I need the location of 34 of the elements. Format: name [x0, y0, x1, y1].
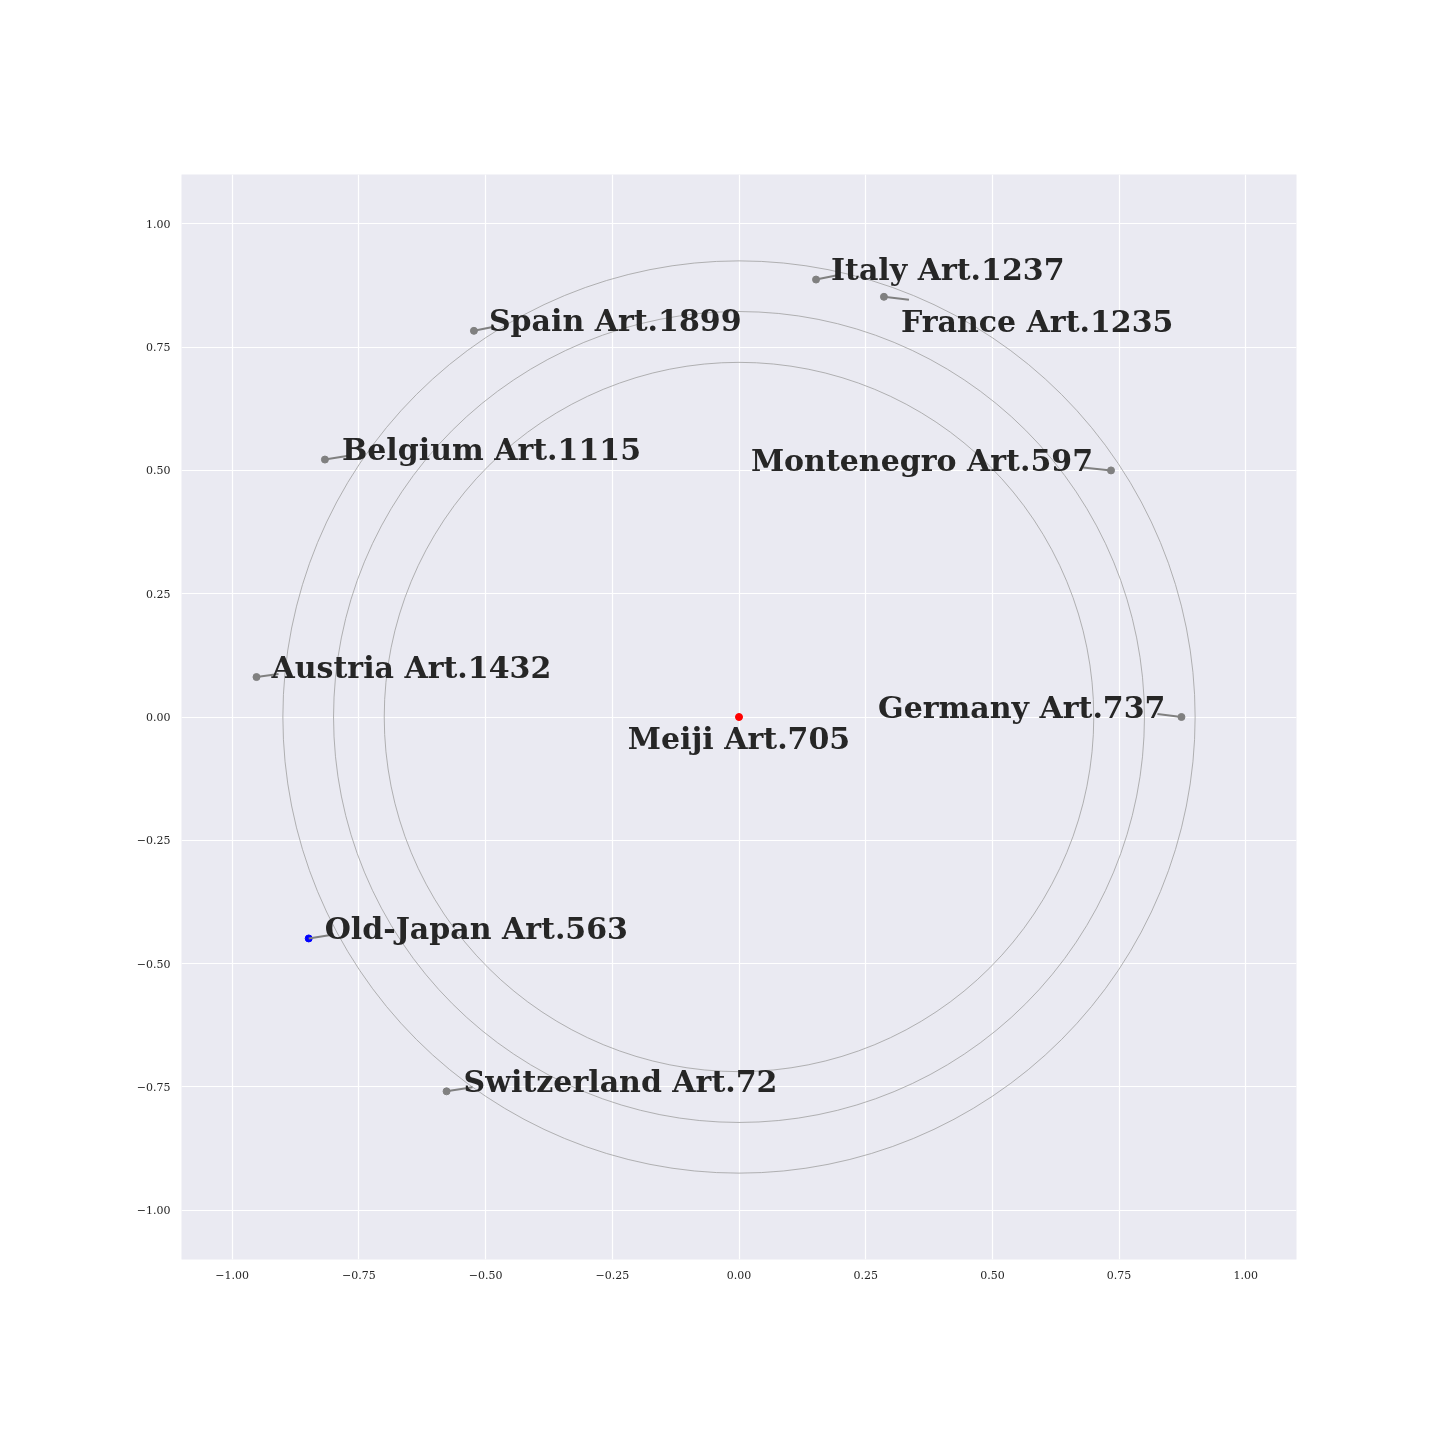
annotation: Switzerland Art.72: [463, 1063, 778, 1099]
annotation: Meiji Art.705: [627, 721, 851, 756]
annotation: Austria Art.1432: [270, 649, 552, 685]
annotation: Italy Art.1237: [831, 252, 1065, 288]
y-tick-label: −0.50: [136, 957, 171, 971]
point: [879, 292, 888, 301]
x-tick-label: 0.50: [980, 1268, 1005, 1282]
y-tick-label: −1.00: [136, 1204, 171, 1218]
annotation: Spain Art.1899: [488, 303, 742, 339]
x-tick-label: −0.25: [595, 1268, 630, 1282]
point: [812, 275, 821, 284]
point: [1107, 466, 1115, 475]
x-tick-label: 0.75: [1106, 1268, 1132, 1282]
y-tick-label: −0.25: [136, 834, 171, 848]
y-tick-label: 1.00: [146, 217, 171, 231]
y-tick-label: 0.00: [146, 711, 171, 724]
annotation: Montenegro Art.597: [750, 442, 1094, 478]
x-tick-label: −0.50: [468, 1268, 503, 1282]
annotation: Old-Japan Art.563: [324, 910, 628, 946]
y-tick-label: 0.75: [146, 341, 171, 355]
x-tick-label: 1.00: [1233, 1268, 1259, 1282]
x-tick-label: −0.75: [342, 1268, 376, 1282]
y-tick-label: −0.75: [136, 1080, 171, 1094]
point: [320, 455, 329, 464]
point: [252, 673, 261, 682]
x-tick-label: 0.25: [853, 1268, 878, 1282]
annotation: Germany Art.737: [878, 689, 1166, 725]
x-tick-label: 0.00: [726, 1268, 752, 1282]
y-tick-label: 0.25: [146, 587, 171, 601]
point: [1177, 713, 1186, 721]
annotation: France Art.1235: [900, 304, 1174, 340]
annotation: Belgium Art.1115: [341, 432, 642, 468]
y-tick-label: 0.50: [146, 464, 171, 478]
x-tick-label: −1.00: [215, 1268, 250, 1282]
